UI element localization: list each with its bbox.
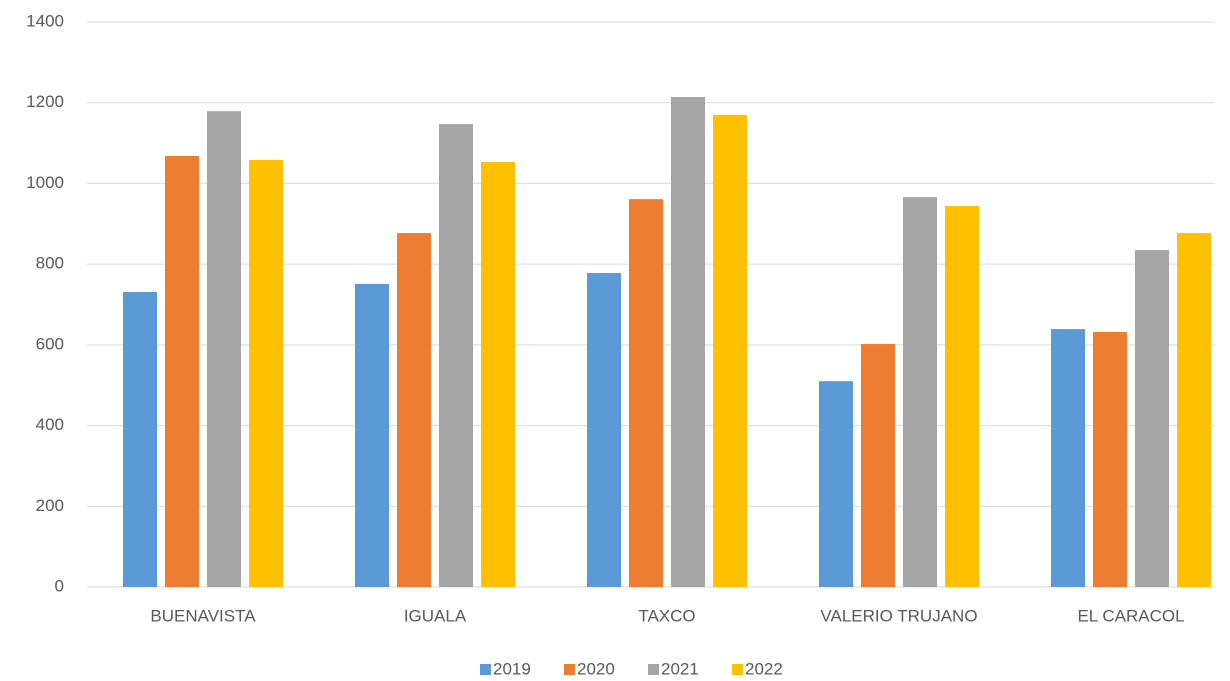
bar (1177, 233, 1211, 587)
y-tick-label: 1400 (26, 11, 64, 30)
bar (1093, 331, 1127, 587)
bar (861, 344, 895, 587)
y-tick-label: 600 (36, 334, 64, 353)
bar (713, 114, 747, 588)
bar (355, 283, 389, 587)
y-tick-label: 0 (55, 576, 64, 595)
y-tick-label: 400 (36, 415, 64, 434)
x-tick-label: BUENAVISTA (150, 606, 256, 625)
x-tick-label: VALERIO TRUJANO (820, 606, 977, 625)
bar (123, 291, 157, 587)
bar (397, 233, 431, 587)
legend-label: 2020 (577, 659, 615, 678)
x-tick-label: EL CARACOL (1077, 606, 1184, 625)
x-tick-label: IGUALA (404, 606, 467, 625)
bar (629, 199, 663, 588)
bar (945, 206, 979, 587)
bar (165, 155, 199, 587)
legend-swatch (732, 664, 743, 675)
legend-swatch (648, 664, 659, 675)
legend-label: 2019 (493, 659, 531, 678)
bar (671, 97, 705, 588)
legend-swatch (564, 664, 575, 675)
bar (587, 273, 621, 587)
y-tick-label: 1200 (26, 92, 64, 111)
y-tick-label: 800 (36, 254, 64, 273)
bar (207, 111, 241, 588)
bar (439, 124, 473, 587)
y-tick-label: 1000 (26, 173, 64, 192)
x-tick-label: TAXCO (638, 606, 695, 625)
bar (481, 162, 515, 587)
bar (819, 381, 853, 587)
legend-label: 2021 (661, 659, 699, 678)
bar (249, 160, 283, 587)
legend-swatch (480, 664, 491, 675)
bar (903, 197, 937, 587)
bar (1135, 250, 1169, 587)
bar (1051, 329, 1085, 587)
y-tick-label: 200 (36, 496, 64, 515)
legend-label: 2022 (745, 659, 783, 678)
